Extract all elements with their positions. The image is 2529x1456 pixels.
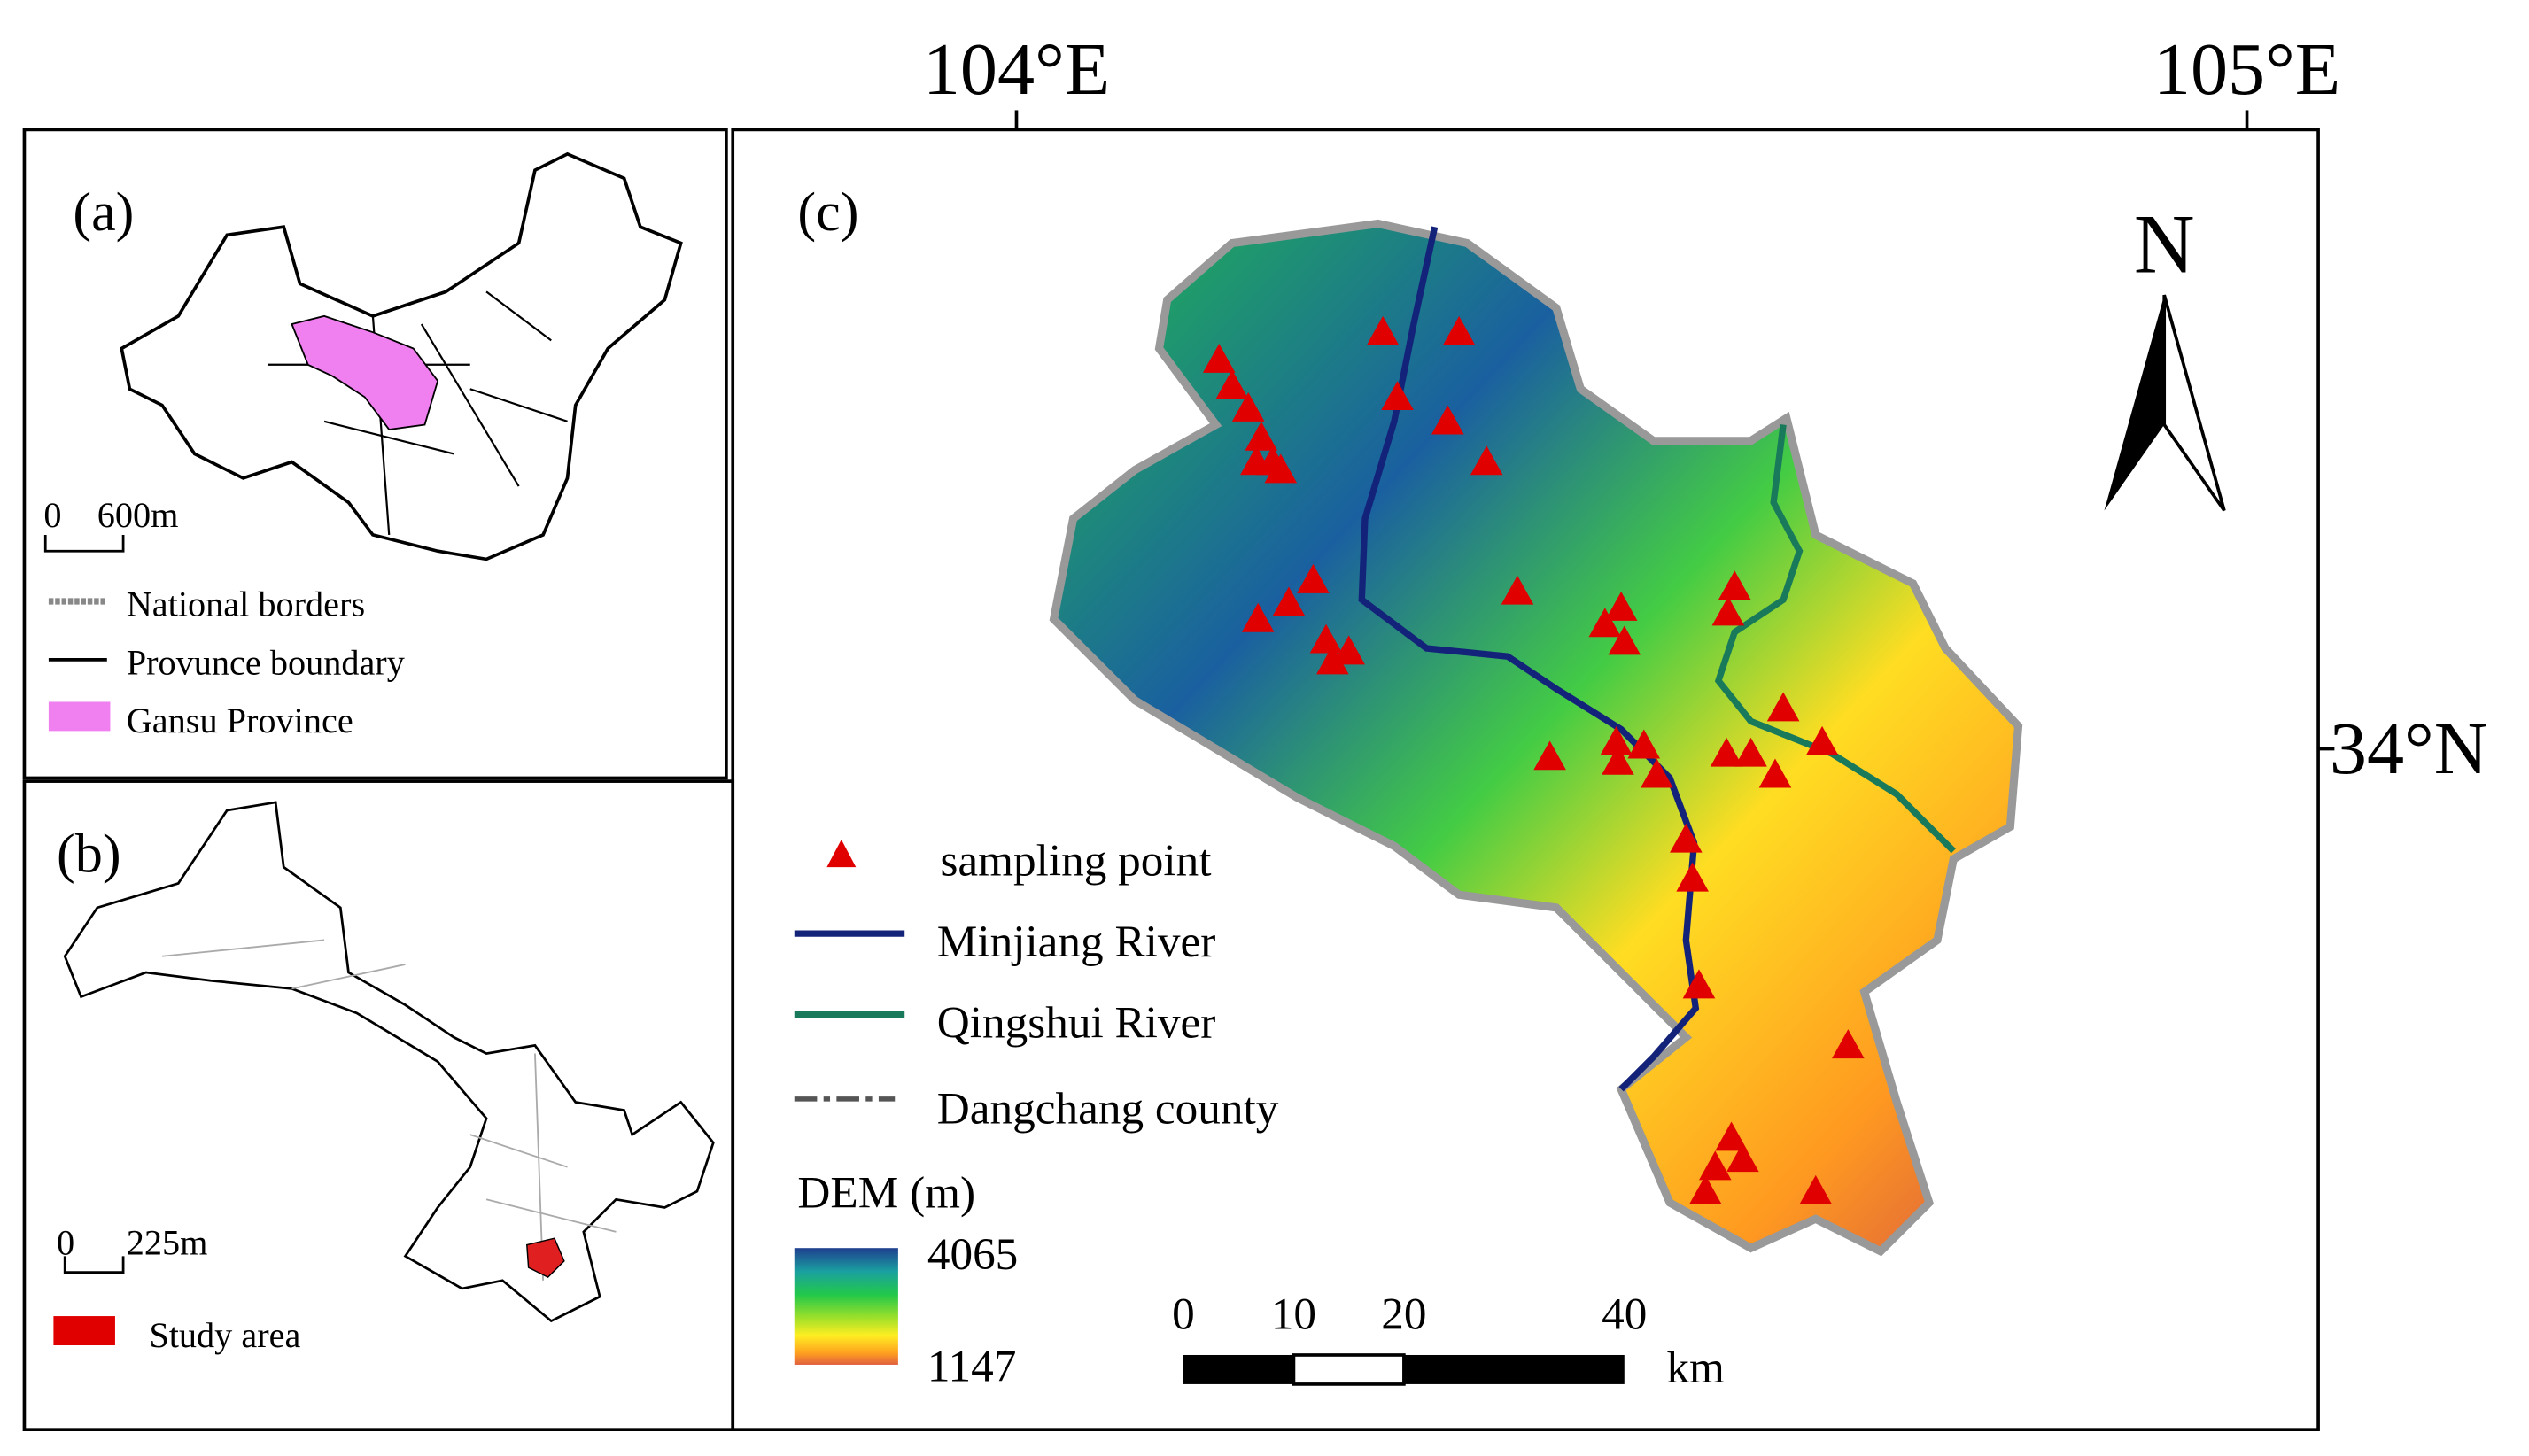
scale-segment xyxy=(1292,1353,1406,1386)
sampling-point xyxy=(1711,596,1745,626)
legend-symbol xyxy=(48,701,111,732)
sampling-point xyxy=(1600,725,1633,755)
sampling-point xyxy=(1272,586,1306,616)
sampling-point xyxy=(1608,625,1641,655)
dem-title: DEM (m) xyxy=(797,1167,975,1218)
sampling-point xyxy=(1627,729,1661,759)
scale-label: 225m xyxy=(127,1223,208,1263)
sampling-point xyxy=(1832,1029,1865,1059)
legend-symbol xyxy=(826,840,857,868)
sampling-point xyxy=(1734,737,1767,767)
scale-bar xyxy=(43,534,125,553)
panel-label: (a) xyxy=(73,182,134,243)
legend-label: Provunce boundary xyxy=(127,642,405,682)
scale-segment xyxy=(1183,1354,1294,1384)
sampling-points xyxy=(1202,315,1865,1204)
sampling-point xyxy=(1698,1150,1732,1181)
sampling-point xyxy=(1231,391,1265,422)
panel-label: (b) xyxy=(57,825,121,885)
longitude-label: 105°E xyxy=(2153,28,2340,111)
sampling-point xyxy=(1309,623,1343,654)
legend-label: Minjiang River xyxy=(937,917,1216,967)
sampling-point xyxy=(1240,445,1273,476)
sampling-point xyxy=(1766,692,1800,722)
sampling-point xyxy=(1241,602,1275,632)
sampling-point xyxy=(1470,445,1503,476)
dem-ramp xyxy=(794,1248,898,1365)
sampling-point xyxy=(1688,1174,1722,1204)
scale-label: 0 xyxy=(57,1223,74,1263)
sampling-point xyxy=(1245,421,1278,451)
sampling-point xyxy=(1710,737,1743,767)
gansu-highlight xyxy=(291,314,439,430)
panel-c-frame xyxy=(731,128,2320,1431)
panel-a-frame xyxy=(22,128,728,780)
scale-segment xyxy=(1403,1354,1625,1384)
legend-label: Qingshui River xyxy=(937,997,1216,1048)
sampling-point xyxy=(1682,969,1716,999)
sampling-point xyxy=(1366,315,1400,345)
sampling-point xyxy=(1316,645,1349,675)
sampling-point xyxy=(1676,862,1709,892)
sampling-point xyxy=(1726,1142,1759,1173)
county-boundary xyxy=(161,939,617,1281)
sampling-point xyxy=(1332,635,1365,665)
sampling-point xyxy=(1501,575,1534,605)
scale-tick-label: 10 xyxy=(1271,1289,1316,1340)
legend-label: sampling point xyxy=(940,835,1211,886)
scale-unit: km xyxy=(1666,1343,1725,1393)
longitude-label: 104°E xyxy=(923,28,1110,111)
scale-tick-label: 0 xyxy=(1172,1289,1195,1340)
north-label: N xyxy=(2134,197,2195,290)
sampling-point xyxy=(1297,563,1330,593)
scale-label: 600m xyxy=(97,495,179,535)
sampling-point xyxy=(1604,591,1638,621)
sampling-point xyxy=(1602,745,1634,775)
latitude-label: 34°N xyxy=(2330,708,2488,790)
sampling-point xyxy=(1533,740,1566,771)
scale-bar xyxy=(63,1256,125,1274)
sampling-point xyxy=(1588,608,1622,638)
sampling-point xyxy=(1670,823,1703,853)
legend-label: Dangchang county xyxy=(937,1083,1279,1134)
legend-label: National borders xyxy=(127,584,365,623)
sampling-point xyxy=(1799,1174,1833,1204)
sampling-point xyxy=(1431,405,1464,435)
scale-tick-label: 40 xyxy=(1602,1289,1647,1340)
legend-label: Study area xyxy=(149,1315,300,1355)
scale-label: 0 xyxy=(43,495,61,535)
study-area xyxy=(526,1237,565,1279)
sampling-point xyxy=(1758,758,1792,788)
dem-max: 4065 xyxy=(927,1229,1018,1280)
dem-min: 1147 xyxy=(927,1341,1017,1391)
sampling-point xyxy=(1381,381,1414,411)
gansu-outline xyxy=(63,801,715,1323)
panel-b-frame xyxy=(22,779,735,1431)
sampling-point xyxy=(1215,369,1249,399)
scale-tick-label: 20 xyxy=(1381,1289,1426,1340)
sampling-point xyxy=(1202,343,1236,373)
sampling-point xyxy=(1718,570,1751,600)
panel-label: (c) xyxy=(797,182,858,243)
sampling-point xyxy=(1715,1121,1748,1151)
legend-symbol xyxy=(53,1316,115,1346)
legend-label: Gansu Province xyxy=(127,701,353,740)
north-arrow xyxy=(2162,294,2226,512)
sampling-point xyxy=(1442,315,1476,345)
north-arrow xyxy=(2104,295,2165,511)
sampling-point xyxy=(1264,453,1298,484)
sampling-point xyxy=(1641,758,1673,788)
qingshui-river xyxy=(1714,424,1956,854)
sampling-point xyxy=(1805,725,1839,755)
